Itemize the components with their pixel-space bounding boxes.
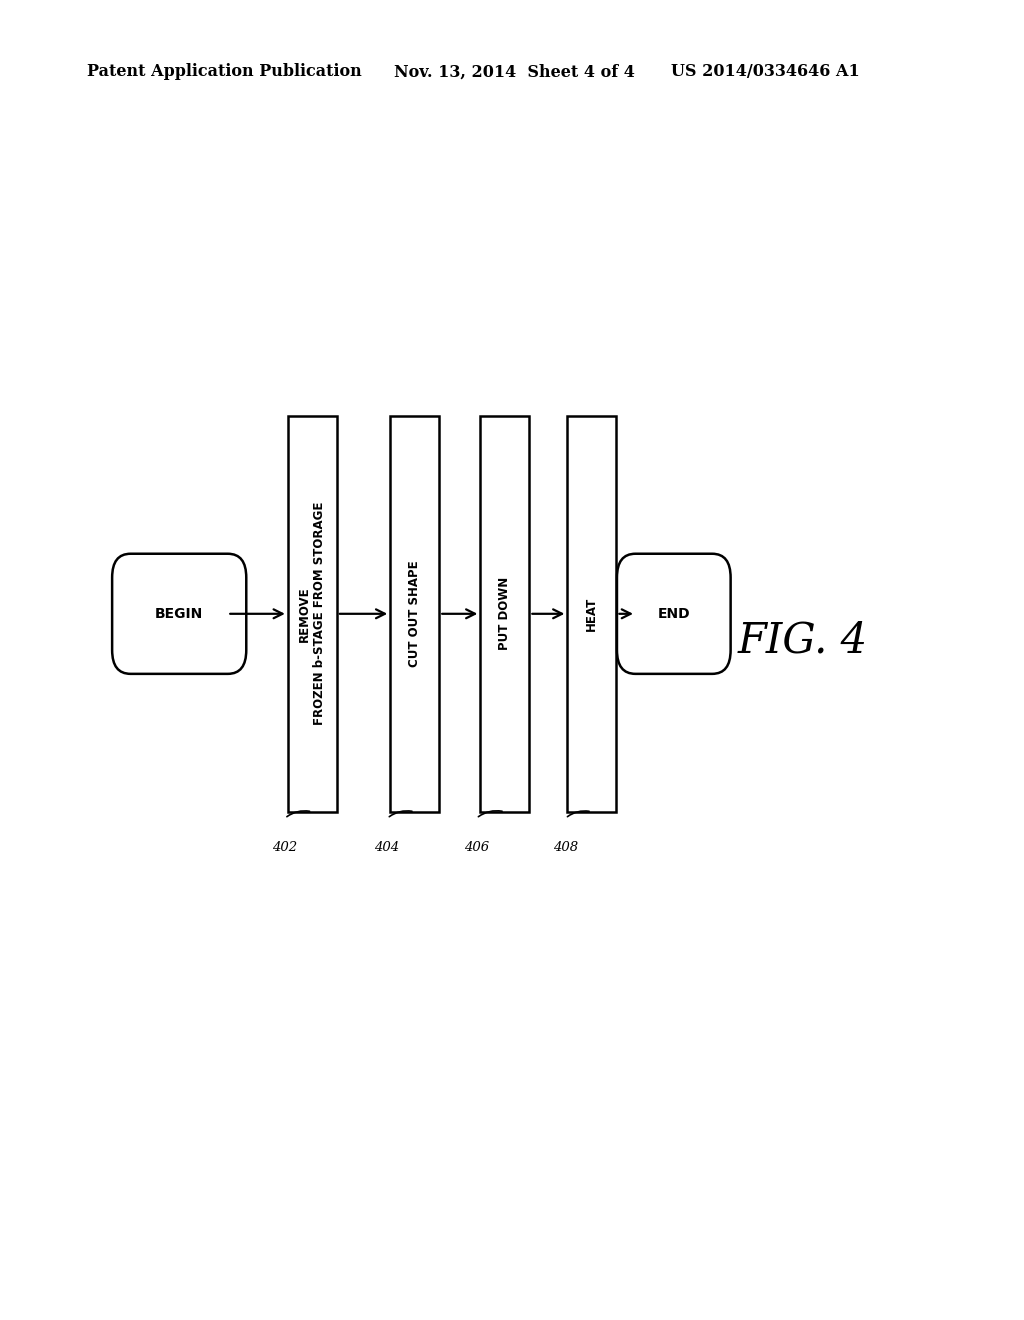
Text: 408: 408 [553,841,578,854]
Text: PUT DOWN: PUT DOWN [499,577,511,651]
Bar [288,416,337,812]
Text: US 2014/0334646 A1: US 2014/0334646 A1 [671,63,859,81]
Bar [390,416,439,812]
FancyBboxPatch shape [113,554,246,673]
Text: Nov. 13, 2014  Sheet 4 of 4: Nov. 13, 2014 Sheet 4 of 4 [394,63,635,81]
Text: Patent Application Publication: Patent Application Publication [87,63,361,81]
Bar [480,416,529,812]
Text: HEAT: HEAT [586,597,598,631]
FancyBboxPatch shape [616,554,731,673]
Text: CUT OUT SHAPE: CUT OUT SHAPE [409,561,421,667]
Text: 406: 406 [464,841,488,854]
Text: BEGIN: BEGIN [155,607,204,620]
Text: 402: 402 [272,841,297,854]
Text: FIG. 4: FIG. 4 [737,619,867,661]
Text: END: END [657,607,690,620]
Text: REMOVE
FROZEN b-STAGE FROM STORAGE: REMOVE FROZEN b-STAGE FROM STORAGE [298,502,327,726]
Bar [567,416,616,812]
Text: 404: 404 [375,841,399,854]
